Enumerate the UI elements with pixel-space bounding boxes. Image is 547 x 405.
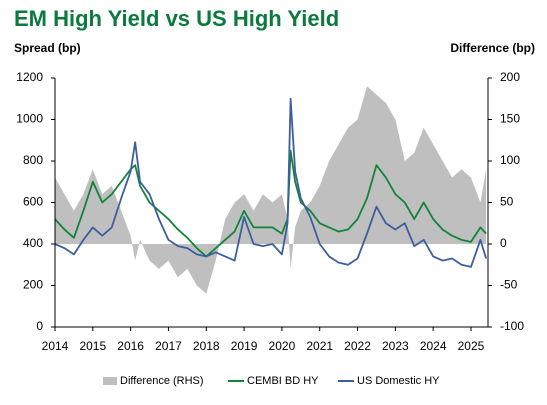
y2-tick-label: -50 <box>500 278 518 292</box>
legend-label: Difference (RHS) <box>120 375 204 387</box>
series-line <box>54 97 487 268</box>
y2-tick-label: -100 <box>500 319 524 333</box>
x-tick-label: 2019 <box>231 339 258 353</box>
x-tick-label: 2020 <box>269 339 296 353</box>
x-tick-label: 2022 <box>344 339 371 353</box>
y-tick-label: 0 <box>36 319 43 333</box>
y-tick-label: 1200 <box>16 70 43 84</box>
legend-label: CEMBI BD HY <box>247 375 319 387</box>
y2-tick-label: 150 <box>500 112 520 126</box>
y2-tick-label: 0 <box>500 236 507 250</box>
x-tick-label: 2015 <box>79 339 106 353</box>
x-tick-label: 2021 <box>306 339 333 353</box>
legend-swatch <box>103 377 117 385</box>
difference-area <box>55 86 487 294</box>
y-axis-label: Spread (bp) <box>14 41 81 55</box>
x-tick-label: 2025 <box>458 339 485 353</box>
y2-tick-label: 100 <box>500 153 520 167</box>
y-tick-label: 400 <box>23 236 43 250</box>
y2-tick-label: 50 <box>500 195 514 209</box>
x-tick-label: 2023 <box>382 339 409 353</box>
chart-title: EM High Yield vs US High Yield <box>14 6 339 31</box>
x-tick-label: 2018 <box>193 339 220 353</box>
y2-tick-label: 200 <box>500 70 520 84</box>
x-tick-label: 2016 <box>117 339 144 353</box>
y-tick-label: 600 <box>23 195 43 209</box>
y-tick-label: 200 <box>23 278 43 292</box>
x-tick-label: 2024 <box>420 339 447 353</box>
legend-label: US Domestic HY <box>357 375 440 387</box>
y-tick-label: 800 <box>23 153 43 167</box>
y2-axis-label: Difference (bp) <box>450 41 535 55</box>
x-tick-label: 2014 <box>42 339 69 353</box>
x-tick-label: 2017 <box>155 339 182 353</box>
y-tick-label: 1000 <box>16 112 43 126</box>
